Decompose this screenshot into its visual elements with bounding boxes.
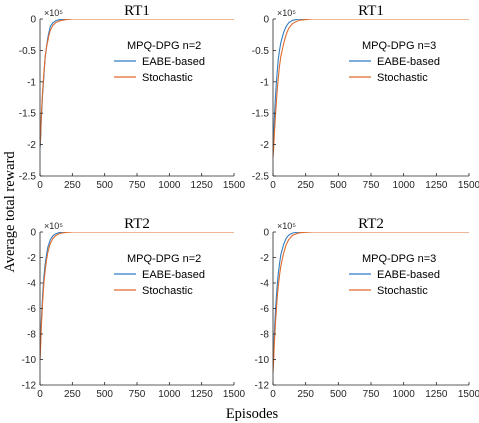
series-line-eabe-based [40, 232, 234, 358]
series-line-eabe-based [273, 19, 469, 151]
chart-title: RT2 [124, 216, 150, 232]
x-tick-label: 0 [37, 180, 43, 191]
series-line-stochastic [40, 232, 234, 360]
chart-panel-4: RT2 ×10⁵ 0 250 500 750 1000 1250 1500 0 -2 -4 -6 -8 -1… [255, 216, 479, 400]
legend-entry: EABE-based [142, 269, 205, 281]
x-tick-label: 250 [64, 389, 81, 400]
legend-title: MPQ-DPG n=3 [362, 40, 436, 52]
chart-panel-1: RT1 ×10⁵ 0 250 500 750 1000 1250 1500 0 -0.5 -1 -1.5… [19, 3, 246, 191]
x-tick-label: 1500 [458, 389, 479, 400]
x-tick-label: 1250 [425, 180, 448, 191]
x-tick-label: 1250 [191, 180, 214, 191]
x-tick-label: 1500 [458, 180, 479, 191]
y-tick-label: -2 [27, 140, 36, 151]
y-multiplier-label: ×10⁵ [44, 221, 63, 231]
y-tick-label: -4 [27, 279, 36, 290]
x-tick-label: 1000 [158, 180, 181, 191]
y-axis-label: Average total reward [2, 151, 18, 273]
x-tick-label: 0 [37, 389, 43, 400]
y-tick-label: -12 [22, 381, 37, 392]
legend-entry: Stochastic [142, 285, 193, 297]
x-axis-label: Episodes [226, 406, 279, 422]
x-tick-label: 1250 [191, 389, 214, 400]
y-tick-label: -2 [260, 253, 269, 264]
y-multiplier-label: ×10⁵ [277, 8, 296, 18]
x-tick-label: 500 [96, 180, 113, 191]
legend-entry: EABE-based [377, 269, 440, 281]
y-tick-label: -1 [27, 77, 36, 88]
x-tick-label: 250 [297, 180, 314, 191]
series-line-eabe-based [273, 232, 469, 366]
legend-title: MPQ-DPG n=3 [362, 253, 436, 265]
chart-title: RT2 [358, 216, 384, 232]
y-tick-label: -1.5 [19, 109, 37, 120]
y-tick-label: -10 [22, 355, 37, 366]
y-tick-label: -2 [260, 140, 269, 151]
legend-title: MPQ-DPG n=2 [127, 40, 201, 52]
x-tick-label: 750 [129, 389, 146, 400]
y-tick-label: -2.5 [252, 172, 270, 183]
x-tick-label: 750 [129, 180, 146, 191]
legend-entry: EABE-based [377, 56, 440, 68]
x-tick-label: 500 [330, 180, 347, 191]
legend-title: MPQ-DPG n=2 [127, 253, 201, 265]
x-tick-label: 1500 [223, 180, 246, 191]
chart-title: RT1 [124, 3, 150, 19]
y-tick-label: -1.5 [252, 109, 270, 120]
series-line-eabe-based [40, 19, 234, 148]
x-tick-label: 250 [297, 389, 314, 400]
y-tick-label: -6 [27, 304, 36, 315]
series-line-stochastic [40, 19, 234, 145]
y-tick-label: 0 [263, 15, 269, 26]
x-tick-label: 1250 [425, 389, 448, 400]
x-tick-label: 750 [363, 389, 380, 400]
y-tick-label: -2 [27, 253, 36, 264]
y-tick-label: 0 [263, 228, 269, 239]
series-line-stochastic [273, 232, 469, 373]
chart-panel-2: RT1 ×10⁵ 0 250 500 750 1000 1250 1500 0 -0.5 -1 -1.5… [252, 3, 479, 191]
y-tick-label: -0.5 [252, 46, 270, 57]
y-tick-label: -1 [260, 77, 269, 88]
x-tick-label: 250 [64, 180, 81, 191]
legend-entry: Stochastic [377, 285, 428, 297]
y-tick-label: -12 [255, 381, 270, 392]
y-tick-label: -4 [260, 279, 269, 290]
x-tick-label: 500 [96, 389, 113, 400]
chart-title: RT1 [358, 3, 384, 19]
y-tick-label: -8 [27, 330, 36, 341]
y-multiplier-label: ×10⁵ [44, 8, 63, 18]
y-tick-label: -8 [260, 330, 269, 341]
x-tick-label: 500 [330, 389, 347, 400]
legend-entry: Stochastic [142, 72, 193, 84]
legend-entry: EABE-based [142, 56, 205, 68]
x-tick-label: 0 [270, 180, 276, 191]
x-tick-label: 1500 [223, 389, 246, 400]
x-tick-label: 1000 [393, 180, 416, 191]
y-tick-label: 0 [30, 15, 36, 26]
x-tick-label: 1000 [158, 389, 181, 400]
y-tick-label: -6 [260, 304, 269, 315]
y-multiplier-label: ×10⁵ [277, 221, 296, 231]
y-tick-label: -10 [255, 355, 270, 366]
x-tick-label: 750 [363, 180, 380, 191]
chart-panel-3: RT2 ×10⁵ 0 250 500 750 1000 1250 1500 0 -2 -4 -6 -8 -1… [22, 216, 246, 400]
y-tick-label: -0.5 [19, 46, 37, 57]
x-tick-label: 1000 [393, 389, 416, 400]
y-tick-label: -2.5 [19, 172, 37, 183]
y-tick-label: 0 [30, 228, 36, 239]
legend-entry: Stochastic [377, 72, 428, 84]
x-tick-label: 0 [270, 389, 276, 400]
series-line-stochastic [273, 19, 469, 158]
panels: RT1 ×10⁵ 0 250 500 750 1000 1250 1500 0 -0.5 -1 -1.5… [19, 3, 479, 400]
